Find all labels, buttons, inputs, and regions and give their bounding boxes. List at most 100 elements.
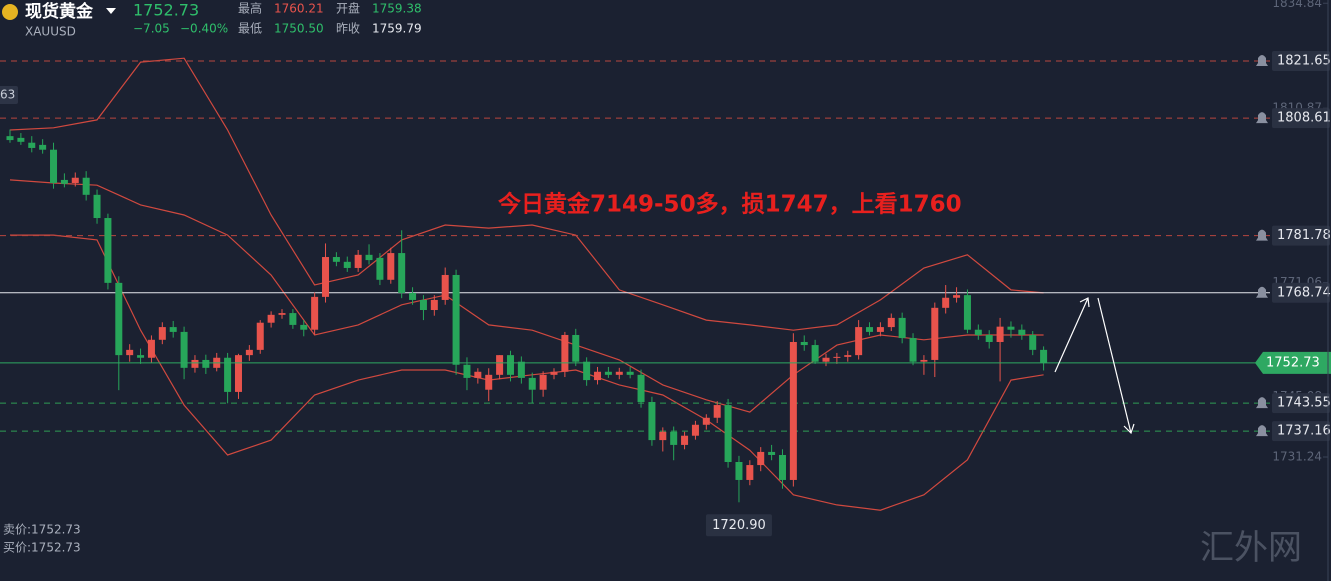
change-pct: −0.40% (180, 22, 228, 36)
candle-body (898, 317, 906, 339)
low-marker-label: 1720.90 (712, 518, 766, 533)
candle-body (855, 327, 863, 356)
candle-body (409, 292, 417, 300)
candle-body (953, 295, 961, 298)
arrow-up (1054, 297, 1090, 373)
bell-icon (1256, 55, 1268, 67)
candle-body (876, 327, 884, 332)
band-line (9, 57, 1044, 331)
candle-body (147, 339, 155, 358)
price-line-box (1272, 108, 1330, 129)
high-label: 最高 (238, 1, 262, 16)
candle-body (702, 417, 710, 425)
candle-body (60, 179, 68, 184)
dropdown-arrow[interactable] (106, 8, 116, 14)
candle-body (681, 435, 689, 445)
candle-body (137, 355, 145, 358)
left-label: 63 (0, 88, 15, 102)
price-line-box (1272, 393, 1330, 414)
candle-body (387, 253, 395, 280)
candle-body (496, 355, 504, 375)
change: −7.05 (133, 22, 170, 36)
candle-body (322, 257, 330, 297)
candle-body (670, 431, 678, 445)
candle-body (517, 361, 525, 378)
candle-body (637, 374, 645, 402)
candle-body (485, 374, 493, 390)
candle-body (278, 313, 286, 315)
candle-body (583, 361, 591, 381)
candle-body (256, 322, 264, 350)
y-tick-label: 1834.84 (1272, 0, 1322, 10)
open-label: 开盘 (336, 1, 360, 16)
candle-body (430, 299, 438, 311)
sell-price: 卖价:1752.73 (3, 523, 81, 537)
candle-body (191, 359, 199, 368)
instrument-name[interactable]: 现货黄金 (25, 1, 94, 22)
price-line-box (1272, 421, 1330, 442)
candle-body (452, 274, 460, 365)
candle-body (93, 194, 101, 219)
price-line-label: 1768.74 (1277, 285, 1331, 300)
buy-price: 买价:1752.73 (3, 541, 81, 555)
price-line-label: 1781.78 (1277, 228, 1331, 243)
candle-body (615, 371, 623, 375)
candle-body (539, 374, 547, 390)
candle-body (887, 317, 895, 328)
candle-body (909, 338, 917, 362)
candle-body (572, 334, 580, 362)
symbol: XAUUSD (25, 25, 76, 39)
candle-body (180, 331, 188, 368)
candle-body (365, 254, 373, 261)
low-label: 最低 (238, 22, 262, 36)
candle-body (39, 144, 47, 150)
candle-body (811, 345, 819, 362)
candle-body (866, 327, 874, 332)
prev-close: 1759.79 (372, 22, 422, 36)
candle-body (463, 364, 471, 378)
candle-body (1007, 326, 1015, 330)
price-line-box (1272, 282, 1330, 303)
y-tick-label: 1731.24 (1272, 450, 1322, 464)
candle-body (376, 257, 384, 280)
open: 1759.38 (372, 2, 422, 16)
price-line-box (1272, 51, 1330, 72)
candle-body (626, 371, 634, 375)
candle-body (1018, 329, 1026, 335)
candle-body (942, 297, 950, 308)
candle-body (474, 371, 482, 378)
left-label-box (0, 86, 18, 104)
candle-body (691, 424, 699, 436)
candle-body (28, 142, 36, 148)
candle-body (441, 274, 449, 300)
candle-body (311, 296, 319, 330)
arrow-down (1097, 297, 1135, 435)
candle-body (594, 371, 602, 381)
candle-body (550, 371, 558, 375)
candle-body (104, 218, 112, 283)
candle-body (931, 307, 939, 360)
bell-icon (1256, 286, 1268, 298)
gold-icon (2, 4, 18, 20)
candle-body (506, 355, 514, 375)
candle-body (757, 451, 765, 466)
candle-body (713, 405, 721, 418)
candle-body (746, 465, 754, 480)
candle-body (561, 334, 569, 372)
high: 1760.21 (274, 2, 324, 16)
candle-body (778, 454, 786, 480)
bell-icon (1256, 397, 1268, 409)
candle-body (169, 327, 177, 332)
last-price: 1752.73 (133, 1, 199, 20)
candle-body (844, 355, 852, 357)
candle-body (724, 405, 732, 462)
candle-body (963, 295, 971, 330)
current-price-box (1255, 351, 1331, 374)
candle-body (920, 359, 928, 362)
candle-body (224, 357, 232, 392)
candle-body (398, 253, 406, 293)
candle-body (343, 261, 351, 268)
candle-body (354, 254, 362, 268)
